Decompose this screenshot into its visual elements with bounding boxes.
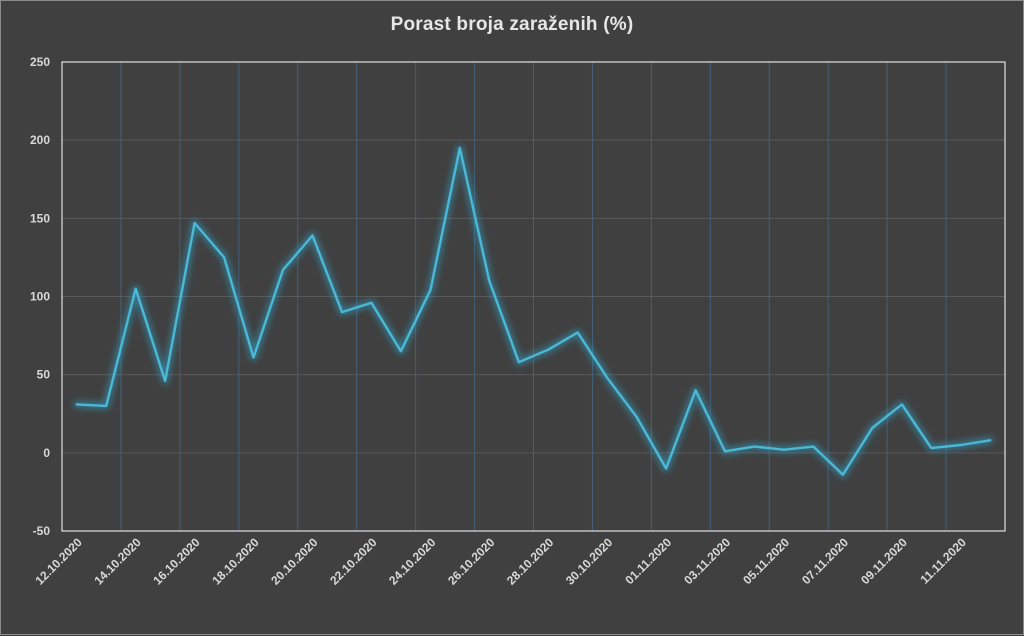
x-tick-label: 07.11.2020 <box>799 535 851 587</box>
grid-layer <box>62 62 1005 531</box>
x-tick-label: 12.10.2020 <box>32 535 85 588</box>
x-tick-label: 26.10.2020 <box>445 535 498 588</box>
x-tick-label: 03.11.2020 <box>681 535 733 587</box>
x-tick-label: 20.10.2020 <box>268 535 321 588</box>
y-tick-label: 150 <box>30 211 50 225</box>
x-tick-label: 14.10.2020 <box>91 535 144 588</box>
x-tick-label: 28.10.2020 <box>504 535 557 588</box>
y-tick-label: 200 <box>30 133 50 147</box>
x-tick-label: 16.10.2020 <box>150 535 203 588</box>
y-tick-label: 0 <box>43 446 50 460</box>
y-tick-label: -50 <box>33 524 51 538</box>
x-tick-label: 24.10.2020 <box>386 535 439 588</box>
x-tick-label: 18.10.2020 <box>209 535 262 588</box>
y-tick-label: 50 <box>37 368 51 382</box>
y-tick-label: 100 <box>30 290 50 304</box>
x-tick-label: 05.11.2020 <box>740 535 792 587</box>
x-tick-label: 30.10.2020 <box>563 535 616 588</box>
x-tick-label: 11.11.2020 <box>917 535 969 587</box>
x-tick-label: 01.11.2020 <box>622 535 674 587</box>
x-tick-label: 09.11.2020 <box>858 535 910 587</box>
y-tick-label: 250 <box>30 55 50 69</box>
x-tick-label: 22.10.2020 <box>327 535 380 588</box>
